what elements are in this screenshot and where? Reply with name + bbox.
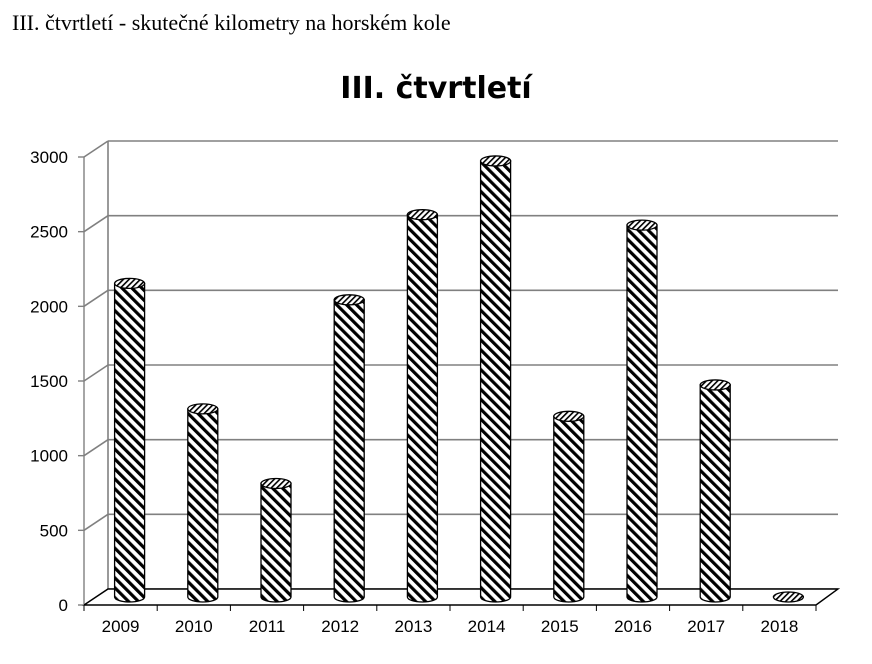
- bar-top: [113, 277, 146, 290]
- x-tick-label: 2011: [249, 617, 286, 636]
- bar: [479, 155, 512, 603]
- x-tick-label: 2016: [614, 617, 652, 636]
- x-tick-label: 2012: [321, 617, 359, 636]
- bar-top: [699, 379, 731, 391]
- bar-top: [479, 155, 512, 167]
- bar-body: [553, 415, 585, 603]
- y-tick-label: 1000: [30, 447, 68, 466]
- y-tick-label: 0: [59, 596, 68, 615]
- y-axis-ticks: 0 500 1000 1500 2000 2500 3000: [30, 148, 84, 615]
- x-axis-ticks: 2009 2010 2011 2012 2013 2014 2015 2016 2017 2018: [83, 605, 817, 636]
- bar: [626, 219, 658, 603]
- bar-body: [187, 408, 219, 603]
- gridline-side: [83, 364, 109, 382]
- x-tick-label: 2017: [687, 617, 725, 636]
- y-tick-label: 3000: [30, 148, 68, 167]
- y-tick-label: 2500: [30, 223, 68, 242]
- bar-body: [333, 299, 365, 603]
- bar-body: [406, 214, 439, 603]
- bars: [113, 155, 805, 603]
- bar: [187, 403, 219, 603]
- bar-top: [553, 410, 585, 422]
- bar-top: [333, 294, 365, 306]
- y-tick-label: 2000: [30, 297, 68, 316]
- bar: [260, 477, 292, 603]
- y-tick-label: 1500: [30, 372, 68, 391]
- bar-body: [626, 224, 658, 603]
- x-tick-label: 2014: [468, 617, 506, 636]
- gridline-side: [83, 439, 109, 457]
- bar: [406, 209, 439, 603]
- x-tick-label: 2013: [394, 617, 432, 636]
- bar: [553, 410, 585, 603]
- x-tick-label: 2018: [760, 617, 798, 636]
- bar: [699, 379, 731, 603]
- bar: [333, 294, 365, 603]
- x-tick-label: 2010: [175, 617, 213, 636]
- chart-title: III. čtvrtletí: [340, 71, 533, 106]
- bar-body: [260, 482, 292, 603]
- x-tick-label: 2015: [541, 617, 579, 636]
- gridline-side: [83, 215, 109, 233]
- bar-top: [626, 219, 658, 231]
- bar-body: [699, 384, 731, 603]
- bar-body: [479, 160, 512, 603]
- y-tick-label: 500: [40, 521, 68, 540]
- gridline-side: [83, 289, 109, 307]
- gridline-side: [83, 140, 109, 158]
- bar-top: [187, 403, 219, 415]
- bar-top: [772, 591, 805, 603]
- x-tick-label: 2009: [102, 617, 140, 636]
- bar-top: [260, 477, 292, 490]
- bar-top: [406, 209, 439, 221]
- bar: [772, 591, 805, 603]
- gridline-side: [83, 513, 109, 531]
- bar: [113, 277, 146, 603]
- bar-body: [113, 282, 146, 603]
- page-heading: III. čtvrtletí - skutečné kilometry na h…: [12, 10, 451, 35]
